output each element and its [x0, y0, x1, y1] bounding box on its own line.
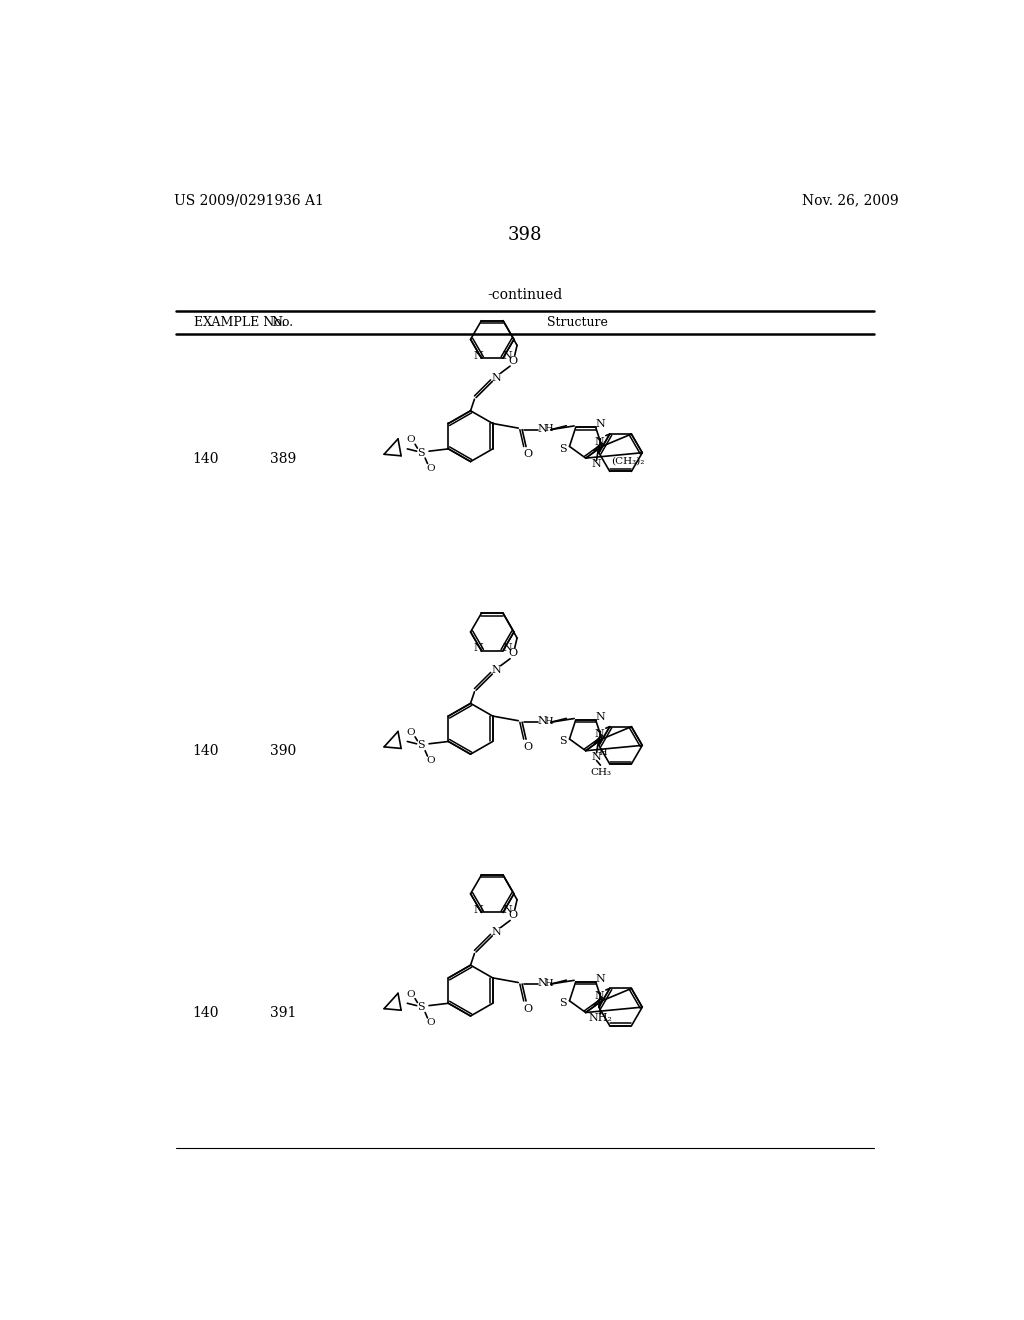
- Text: N: N: [594, 730, 604, 739]
- Text: O: O: [509, 648, 518, 659]
- Text: 390: 390: [270, 744, 296, 758]
- Text: O: O: [407, 990, 415, 998]
- Text: S: S: [559, 998, 567, 1008]
- Text: 398: 398: [508, 227, 542, 244]
- Text: N: N: [473, 906, 483, 915]
- Text: 140: 140: [193, 1006, 219, 1020]
- Text: CH₃: CH₃: [590, 768, 611, 777]
- Text: O: O: [426, 1018, 435, 1027]
- Text: EXAMPLE No.: EXAMPLE No.: [194, 315, 286, 329]
- Text: 140: 140: [193, 451, 219, 466]
- Text: N: N: [502, 351, 512, 360]
- Text: N: N: [492, 927, 501, 937]
- Text: N: N: [594, 991, 604, 1001]
- Text: 140: 140: [193, 744, 219, 758]
- Text: N: N: [473, 643, 483, 653]
- Text: S: S: [418, 741, 425, 750]
- Text: S: S: [418, 1002, 425, 1012]
- Text: Structure: Structure: [547, 315, 608, 329]
- Text: US 2009/0291936 A1: US 2009/0291936 A1: [174, 194, 325, 207]
- Text: O: O: [426, 463, 435, 473]
- Text: 389: 389: [270, 451, 296, 466]
- Text: N: N: [473, 351, 483, 360]
- Text: O: O: [426, 756, 435, 766]
- Text: N: N: [596, 711, 605, 722]
- Text: N: N: [502, 906, 512, 915]
- Text: S: S: [559, 737, 567, 746]
- Text: N: N: [492, 372, 501, 383]
- Text: O: O: [509, 355, 518, 366]
- Text: N: N: [502, 643, 512, 653]
- Text: N: N: [596, 420, 605, 429]
- Text: N: N: [492, 665, 501, 676]
- Text: N: N: [592, 751, 601, 762]
- Text: (CH₃)₂: (CH₃)₂: [611, 457, 645, 466]
- Text: O: O: [509, 909, 518, 920]
- Text: Nov. 26, 2009: Nov. 26, 2009: [802, 194, 899, 207]
- Text: N: N: [538, 717, 547, 726]
- Text: O: O: [524, 742, 532, 752]
- Text: 391: 391: [269, 1006, 296, 1020]
- Text: H: H: [544, 717, 553, 726]
- Text: O: O: [407, 727, 415, 737]
- Text: H: H: [544, 978, 553, 987]
- Text: N: N: [592, 459, 601, 469]
- Text: N: N: [596, 974, 605, 983]
- Text: -continued: -continued: [487, 289, 562, 302]
- Text: H: H: [544, 424, 553, 433]
- Text: N: N: [538, 424, 547, 434]
- Text: S: S: [559, 444, 567, 454]
- Text: N: N: [594, 437, 604, 446]
- Text: H: H: [598, 747, 607, 756]
- Text: NH₂: NH₂: [589, 1014, 612, 1023]
- Text: O: O: [407, 436, 415, 444]
- Text: N: N: [538, 978, 547, 989]
- Text: S: S: [418, 447, 425, 458]
- Text: No.: No.: [271, 315, 294, 329]
- Text: O: O: [524, 1003, 532, 1014]
- Text: O: O: [524, 449, 532, 459]
